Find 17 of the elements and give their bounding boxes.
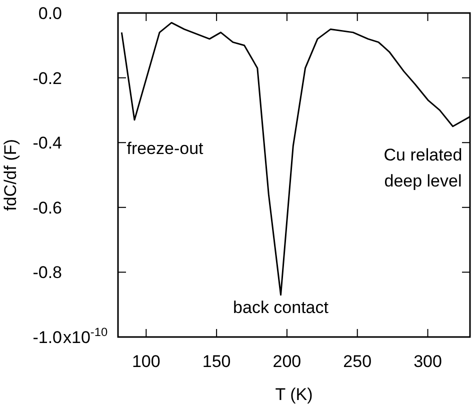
y-tick-label: -0.6 <box>32 198 62 218</box>
y-tick-label: -1.0 <box>32 328 62 347</box>
y-tick-label: -0.4 <box>32 134 62 153</box>
x-axis-title: T (K) <box>275 385 313 404</box>
x-tick-label: 100 <box>132 352 160 371</box>
x-tick-label: 150 <box>202 352 231 371</box>
y-tick-label: 0.0 <box>38 4 62 23</box>
x-tick-label: 200 <box>272 352 302 371</box>
text: x10$^{-10}$ <box>63 325 108 347</box>
x-tick-label: 250 <box>343 352 372 371</box>
x-tick-label: 300 <box>414 352 442 371</box>
annotation: Cu related deep level <box>384 145 462 190</box>
annotation: back contact <box>233 298 329 317</box>
y-axis-title: fdC/df (F) <box>1 139 20 211</box>
annotation: freeze-out <box>126 138 204 158</box>
y-tick-label: -0.2 <box>32 68 62 88</box>
y-tick-label: -0.8 <box>32 263 62 282</box>
